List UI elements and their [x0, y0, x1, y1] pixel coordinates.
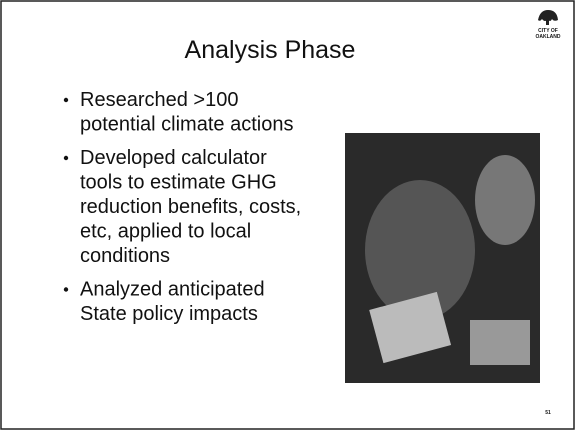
slide-title: Analysis Phase: [185, 36, 356, 64]
bullet-line: potential climate actions: [80, 114, 293, 136]
bullet-line: conditions: [80, 245, 170, 267]
bullet-dot: [64, 156, 68, 160]
slide: Analysis Phase CITY OF OAKLAND Researche…: [0, 0, 576, 431]
logo-text: OAKLAND: [536, 34, 561, 40]
bullet-line: tools to estimate GHG: [80, 172, 277, 194]
bullet-line: State policy impacts: [80, 303, 258, 325]
logo-trunk: [546, 19, 549, 25]
bullet-line: Developed calculator: [80, 147, 267, 169]
bullet-dot: [64, 287, 68, 291]
photo-figure: [475, 155, 535, 245]
bullet-line: etc, applied to local: [80, 221, 251, 243]
page: {"slide": { "title": "Analysis Phase", "…: [0, 0, 576, 431]
photo-booklet: [470, 320, 530, 365]
bullet-line: Analyzed anticipated: [80, 279, 265, 301]
photo: [345, 133, 540, 383]
bullet-line: reduction benefits, costs,: [80, 196, 301, 218]
bullet-line: Researched >100: [80, 89, 238, 111]
page-number: 51: [545, 410, 551, 416]
bullet-dot: [64, 98, 68, 102]
